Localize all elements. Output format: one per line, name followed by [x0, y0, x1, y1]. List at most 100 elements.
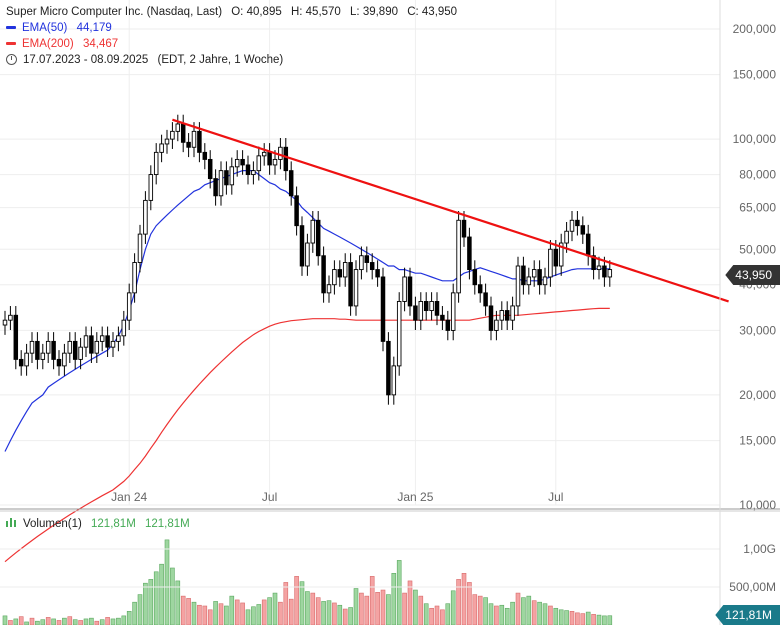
candle-body	[504, 310, 510, 321]
candle-body	[191, 130, 197, 148]
volume-bar	[542, 603, 548, 625]
candle-body	[332, 269, 337, 286]
volume-bar	[407, 580, 413, 625]
candle	[159, 134, 164, 163]
volume-value-2: 121,81M	[144, 518, 190, 531]
candle-body	[477, 284, 483, 294]
volume-bar	[256, 604, 262, 625]
ema50-value: 44,179	[76, 22, 112, 34]
volume-legend[interactable]: Volumen(1) 121,81M 121,81M	[6, 516, 190, 532]
volume-bar	[240, 602, 245, 625]
candle	[224, 161, 229, 195]
candle-body	[429, 301, 434, 311]
y-tick-label: 15,000	[739, 434, 776, 448]
candle	[494, 310, 499, 341]
volume-bar	[126, 611, 132, 625]
volume-bar	[288, 598, 294, 625]
volume-bar	[164, 539, 170, 625]
candle	[240, 150, 245, 175]
candle-body	[18, 358, 24, 367]
volume-bar	[445, 603, 451, 625]
candle	[364, 246, 370, 273]
volume-bar	[294, 576, 299, 625]
candle	[380, 267, 386, 352]
volume-bar	[353, 588, 359, 625]
x-axis: Jan 24 Jul Jan 25 Jul	[111, 490, 563, 504]
volume-bar	[8, 620, 13, 625]
candle-body	[240, 158, 245, 166]
candle	[515, 256, 521, 316]
candle-body	[396, 301, 402, 367]
y-tick-label: 65,000	[739, 201, 776, 215]
candle	[321, 246, 326, 303]
volume-bar	[413, 589, 418, 625]
y-tick-label: 50,000	[739, 242, 776, 256]
ema200-legend[interactable]: EMA(200) 34,467	[6, 36, 118, 52]
candle	[369, 253, 375, 280]
volume-bar	[99, 619, 105, 625]
volume-bar	[342, 608, 348, 625]
open-value: O: 40,895	[231, 6, 282, 18]
candle-body	[531, 269, 537, 278]
candle	[310, 211, 316, 253]
high-value: H: 45,570	[290, 6, 341, 18]
volume-bar	[132, 601, 137, 625]
volume-bar	[391, 573, 397, 625]
candle-body	[170, 130, 175, 140]
volume-tick-label: 500,00M	[729, 580, 776, 594]
candle	[105, 326, 110, 358]
volume-bar	[553, 607, 559, 625]
candle	[472, 260, 478, 295]
candle	[456, 211, 461, 303]
candle-body	[450, 292, 456, 331]
volume-bar	[494, 605, 499, 625]
candle-body	[564, 230, 569, 244]
candle	[504, 301, 510, 331]
candle-body	[229, 166, 235, 186]
candle-body	[321, 255, 326, 294]
volume-bar	[369, 576, 375, 625]
candle	[510, 296, 515, 331]
volume-bar	[364, 595, 370, 625]
candle-body	[348, 262, 353, 307]
ema50-legend[interactable]: EMA(50) 44,179	[6, 20, 112, 36]
candle-body	[499, 310, 505, 321]
volume-bar	[375, 592, 380, 625]
candle-body	[526, 276, 532, 286]
candle-body	[116, 335, 121, 342]
candle-body	[99, 335, 105, 342]
volume-bar	[521, 597, 526, 625]
candle-body	[558, 242, 564, 267]
volume-bar	[45, 617, 51, 625]
clock-icon	[6, 54, 17, 66]
candle	[342, 253, 348, 287]
candle	[434, 292, 440, 326]
candle-body	[488, 305, 494, 331]
range-row: 17.07.2023 - 08.09.2025 (EDT, 2 Jahre, 1…	[6, 52, 283, 68]
candle-body	[72, 340, 78, 360]
candle	[186, 133, 191, 158]
candle	[89, 326, 94, 363]
volume-bar	[504, 607, 510, 625]
candle	[110, 332, 116, 358]
candle-body	[342, 262, 348, 278]
candle-body	[580, 225, 586, 235]
volume-bar	[564, 610, 569, 625]
volume-bar	[175, 580, 181, 625]
candle-body	[494, 319, 499, 331]
volume-bar	[396, 560, 402, 625]
candle-body	[234, 158, 240, 168]
candle-body	[180, 123, 186, 143]
candle	[153, 143, 159, 185]
candle	[569, 211, 575, 242]
candle-body	[278, 146, 283, 160]
candle	[121, 310, 127, 346]
volume-bar	[186, 598, 191, 625]
candle-body	[24, 352, 29, 367]
candle	[531, 260, 537, 287]
candle	[18, 350, 24, 376]
candle-body	[602, 265, 607, 278]
candle-body	[105, 335, 110, 348]
candle	[56, 350, 62, 376]
x-tick-label: Jul	[548, 490, 563, 504]
